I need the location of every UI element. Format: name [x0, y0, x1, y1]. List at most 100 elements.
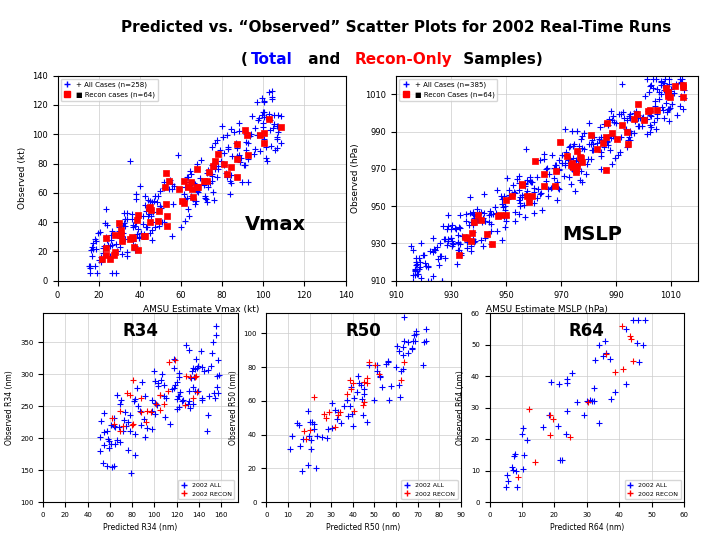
Point [116, 395, 127, 404]
Point [210, 330, 221, 339]
Point [502, 195, 513, 204]
Point [541, 164, 552, 172]
Text: Total: Total [251, 52, 292, 67]
Point [286, 431, 297, 440]
Point [130, 218, 142, 227]
Point [414, 263, 426, 272]
Point [650, 125, 662, 133]
Point [490, 208, 502, 217]
Point [443, 211, 454, 220]
Point [86, 252, 97, 261]
Point [136, 377, 148, 386]
Point [102, 434, 113, 443]
Point [523, 195, 535, 204]
Point [329, 406, 341, 415]
Point [119, 221, 130, 230]
Point [174, 369, 185, 377]
Point [149, 223, 161, 232]
Point [553, 156, 564, 165]
Point [102, 427, 113, 435]
Point [93, 255, 104, 264]
Point [551, 167, 562, 176]
Point [188, 179, 199, 188]
Point [268, 110, 279, 119]
X-axis label: AMSU Estimate MSLP (hPa): AMSU Estimate MSLP (hPa) [486, 305, 608, 314]
Point [643, 88, 654, 97]
Point [582, 397, 593, 406]
Point [678, 81, 689, 90]
Point [602, 118, 613, 127]
Point [445, 233, 456, 242]
Point [410, 254, 422, 262]
Point [499, 201, 510, 210]
Point [514, 198, 526, 207]
Point [518, 464, 529, 473]
Point [181, 193, 192, 202]
Point [154, 202, 166, 211]
Text: and: and [302, 52, 345, 67]
Point [568, 166, 580, 175]
Point [569, 186, 580, 195]
Point [276, 123, 287, 132]
Point [398, 312, 410, 321]
Point [298, 426, 310, 435]
Point [84, 269, 96, 278]
Point [465, 218, 477, 226]
Point [163, 184, 174, 193]
Point [264, 114, 275, 123]
Point [140, 433, 151, 442]
Point [675, 92, 687, 100]
Point [670, 79, 682, 88]
Point [552, 422, 563, 430]
Point [468, 218, 480, 227]
Point [210, 161, 222, 170]
Point [427, 234, 438, 242]
Point [572, 161, 583, 170]
Point [158, 392, 169, 400]
Point [124, 427, 135, 436]
Point [183, 387, 194, 395]
Point [125, 234, 136, 243]
Point [118, 219, 130, 228]
Point [341, 396, 352, 404]
Point [202, 366, 214, 375]
Point [418, 338, 430, 347]
Point [422, 262, 433, 271]
Point [586, 136, 598, 145]
Point [657, 105, 668, 114]
Point [492, 227, 503, 235]
Point [479, 217, 490, 226]
Point [533, 185, 544, 193]
Point [302, 461, 313, 469]
Point [124, 391, 135, 400]
Point [571, 126, 582, 135]
Point [119, 209, 130, 218]
Point [169, 381, 181, 389]
Point [651, 85, 662, 93]
Point [588, 145, 599, 154]
Point [513, 196, 525, 205]
Point [671, 111, 683, 119]
Point [595, 147, 607, 156]
Point [186, 184, 198, 193]
X-axis label: Predicted R64 (nm): Predicted R64 (nm) [549, 523, 624, 532]
Point [454, 239, 466, 248]
Point [96, 254, 108, 263]
Point [540, 165, 552, 174]
Point [621, 127, 633, 136]
Point [567, 159, 578, 168]
Point [260, 143, 271, 151]
Point [398, 358, 410, 367]
Point [145, 229, 156, 238]
Point [431, 243, 443, 252]
Point [496, 195, 508, 204]
Point [575, 166, 587, 175]
Point [657, 80, 669, 89]
Point [624, 110, 635, 118]
Point [109, 423, 120, 431]
Point [130, 190, 142, 198]
Point [143, 202, 155, 211]
Point [651, 105, 662, 114]
Point [132, 402, 144, 410]
Point [174, 392, 185, 401]
